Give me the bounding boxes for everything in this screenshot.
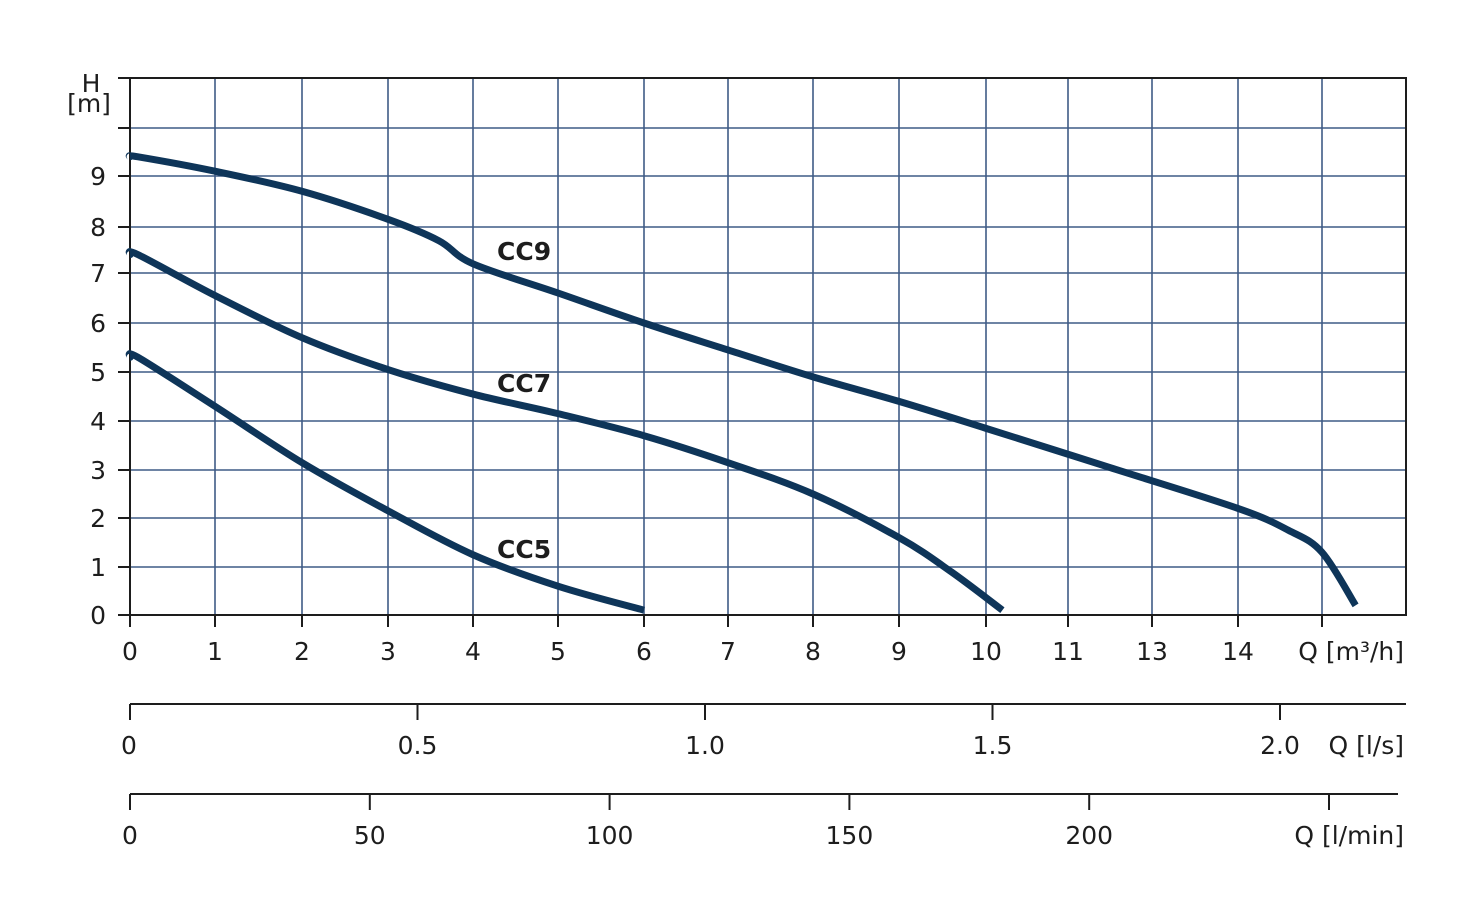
y-tick-label: 7 <box>90 259 106 288</box>
grid-lines <box>130 78 1406 615</box>
series-line-cc5 <box>125 350 645 614</box>
performance-curves <box>125 152 1359 614</box>
y-tick-label: 0 <box>90 601 106 630</box>
y-tick-label: 9 <box>90 162 106 191</box>
secondary-axis-title-ls: Q [l/s] <box>1328 731 1404 760</box>
y-tick-label: 1 <box>90 553 106 582</box>
x-tick-label: 7 <box>720 637 736 666</box>
y-tick-label: 8 <box>90 213 106 242</box>
x-tick-label: 1 <box>207 637 223 666</box>
y-tick-label: 5 <box>90 358 106 387</box>
ls-tick-label: 0 <box>121 731 137 760</box>
y-axis-title: H <box>82 69 101 98</box>
ls-tick-label: 0.5 <box>398 731 438 760</box>
y-tick-label: 3 <box>90 456 106 485</box>
plot-border <box>129 77 1407 616</box>
lmin-tick-label: 100 <box>586 821 634 850</box>
series-label-cc5: CC5 <box>497 535 551 564</box>
plot-frame <box>129 77 1407 616</box>
series-label-cc9: CC9 <box>497 237 551 266</box>
lmin-tick-label: 0 <box>122 821 138 850</box>
x-tick-label: 4 <box>465 637 481 666</box>
x-tick-label: 14 <box>1222 637 1254 666</box>
lmin-tick-label: 50 <box>354 821 386 850</box>
y-axis-unit: [m] <box>67 89 111 118</box>
series-line-cc7 <box>125 248 1005 613</box>
x-tick-label: 5 <box>550 637 566 666</box>
ls-tick-label: 1.5 <box>973 731 1013 760</box>
x-axis-title: Q [m³/h] <box>1298 637 1404 666</box>
axis-labels: H [m] Q [m³/h] Q [l/s] Q [l/min] 0 1 2 3 4 5 6… <box>67 69 1404 850</box>
ls-tick-label: 2.0 <box>1260 731 1300 760</box>
x-tick-label: 10 <box>970 637 1002 666</box>
x-tick-label: 6 <box>636 637 652 666</box>
x-tick-label: 11 <box>1052 637 1084 666</box>
series-line-cc9 <box>125 152 1359 608</box>
axis-ticks <box>118 77 1406 810</box>
x-tick-label: 0 <box>122 637 138 666</box>
x-tick-label: 2 <box>294 637 310 666</box>
y-tick-label: 2 <box>90 504 106 533</box>
ls-tick-label: 1.0 <box>685 731 725 760</box>
x-tick-label: 9 <box>891 637 907 666</box>
x-tick-label: 8 <box>805 637 821 666</box>
lmin-tick-label: 200 <box>1065 821 1113 850</box>
lmin-tick-label: 150 <box>826 821 874 850</box>
x-tick-label: 13 <box>1136 637 1168 666</box>
secondary-axis-title-lmin: Q [l/min] <box>1294 821 1404 850</box>
y-tick-label: 4 <box>90 407 106 436</box>
x-tick-label: 3 <box>380 637 396 666</box>
series-label-cc7: CC7 <box>497 369 551 398</box>
y-tick-label: 6 <box>90 309 106 338</box>
